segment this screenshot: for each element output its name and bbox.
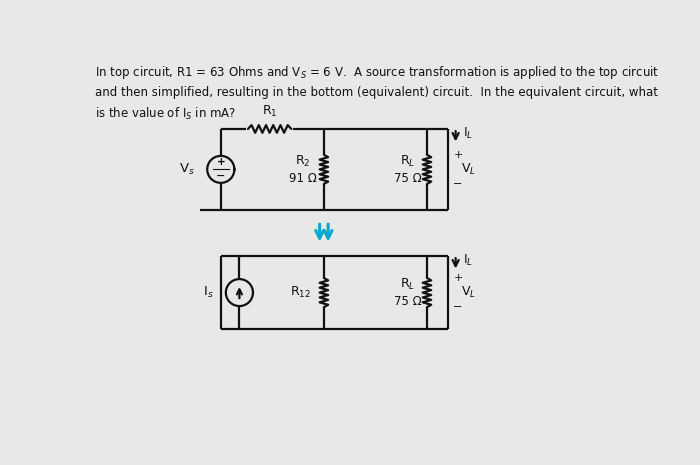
Text: −: −	[454, 302, 463, 312]
Text: 75 Ω: 75 Ω	[393, 172, 421, 185]
Text: +: +	[216, 158, 225, 167]
Text: R$_1$: R$_1$	[262, 104, 277, 119]
Text: V$_L$: V$_L$	[461, 162, 476, 177]
Text: In top circuit, R1 = 63 Ohms and V$_S$ = 6 V.  A source transformation is applie: In top circuit, R1 = 63 Ohms and V$_S$ =…	[95, 64, 659, 122]
Text: I$_L$: I$_L$	[463, 253, 473, 268]
Text: +: +	[454, 150, 463, 160]
Text: R$_2$: R$_2$	[295, 154, 311, 169]
Text: I$_L$: I$_L$	[463, 126, 473, 141]
Text: R$_L$: R$_L$	[400, 277, 415, 292]
Text: V$_L$: V$_L$	[461, 285, 476, 300]
Text: +: +	[454, 273, 463, 283]
Text: V$_s$: V$_s$	[179, 162, 195, 177]
Text: 75 Ω: 75 Ω	[393, 295, 421, 308]
Text: −: −	[216, 171, 225, 180]
Text: 91 Ω: 91 Ω	[289, 172, 317, 185]
Text: −: −	[454, 179, 463, 189]
Text: R$_L$: R$_L$	[400, 154, 415, 169]
Text: I$_s$: I$_s$	[203, 285, 214, 300]
Text: R$_{12}$: R$_{12}$	[290, 285, 311, 300]
